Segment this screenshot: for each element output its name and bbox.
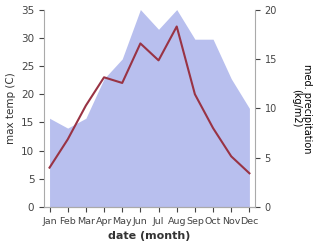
Y-axis label: max temp (C): max temp (C)	[5, 72, 16, 144]
X-axis label: date (month): date (month)	[108, 231, 191, 242]
Y-axis label: med. precipitation
(kg/m2): med. precipitation (kg/m2)	[291, 64, 313, 153]
